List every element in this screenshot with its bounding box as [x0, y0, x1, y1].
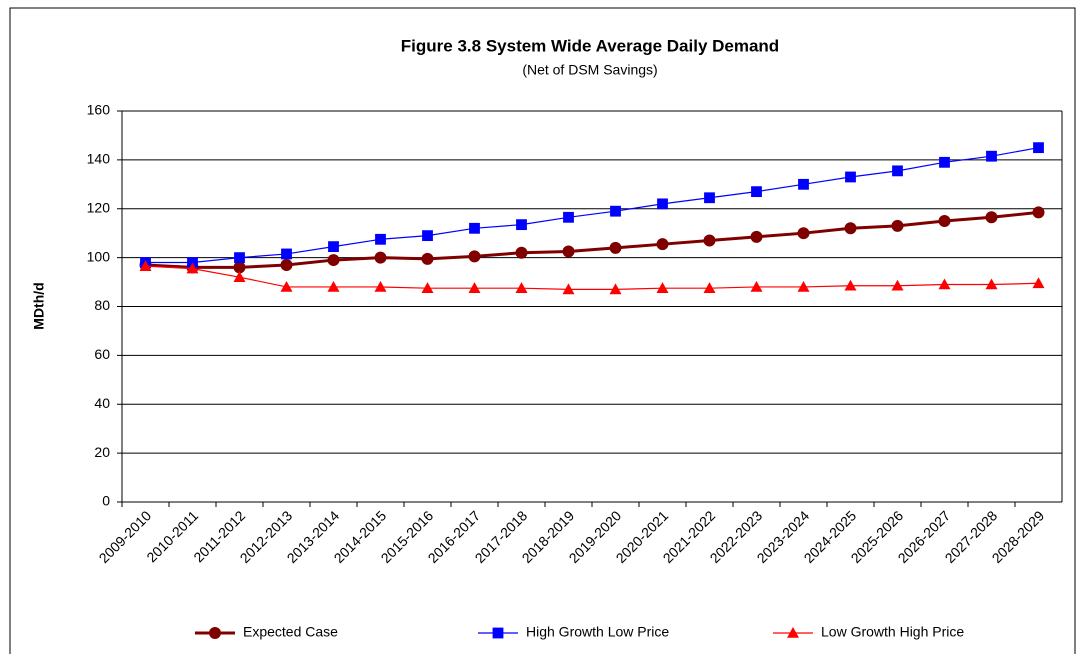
y-tick-label: 0: [102, 493, 110, 509]
data-point: [891, 219, 904, 232]
data-point: [703, 282, 716, 293]
data-point: [844, 279, 857, 291]
data-point: [374, 251, 387, 264]
data-point: [703, 234, 716, 247]
data-point: [186, 262, 199, 274]
data-point: [327, 280, 340, 292]
legend-label: Low Growth High Price: [821, 624, 964, 640]
data-point: [610, 205, 621, 217]
data-point: [845, 171, 856, 183]
data-point: [750, 230, 763, 243]
data-point: [1032, 206, 1045, 219]
data-point: [798, 178, 809, 190]
legend-marker: [492, 627, 504, 639]
data-point: [375, 233, 386, 245]
data-point: [797, 280, 810, 292]
data-point: [280, 280, 293, 292]
data-point: [515, 246, 528, 259]
data-point: [421, 282, 434, 293]
data-point: [939, 156, 950, 168]
data-point: [374, 280, 387, 292]
data-point: [328, 241, 339, 253]
data-point: [656, 282, 669, 293]
data-point: [468, 282, 481, 293]
y-tick-label: 80: [94, 297, 110, 313]
data-point: [234, 252, 245, 264]
data-point: [704, 192, 715, 204]
y-tick-label: 160: [87, 102, 111, 118]
data-point: [797, 227, 810, 240]
chart-title: Figure 3.8 System Wide Average Daily Dem…: [401, 36, 779, 55]
data-point: [1033, 142, 1044, 154]
chart-subtitle: (Net of DSM Savings): [522, 62, 657, 78]
data-point: [422, 230, 433, 242]
y-tick-label: 100: [87, 248, 111, 264]
data-point: [563, 211, 574, 223]
data-point: [609, 241, 622, 254]
data-point: [233, 261, 246, 274]
data-point: [516, 219, 527, 231]
data-point: [750, 280, 763, 292]
data-point: [1032, 277, 1045, 289]
y-tick-label: 120: [87, 199, 111, 215]
legend-marker: [209, 627, 221, 639]
data-point: [515, 282, 528, 293]
data-point: [986, 150, 997, 162]
series-line: [145, 210, 1039, 269]
data-point: [892, 165, 903, 177]
data-point: [281, 248, 292, 260]
data-point: [280, 258, 293, 271]
chart-border: [9, 7, 1076, 654]
data-point: [656, 238, 669, 251]
y-tick-label: 60: [94, 346, 110, 362]
data-point: [468, 250, 481, 263]
data-point: [751, 186, 762, 198]
legend-marker: [787, 627, 799, 638]
series-line: [145, 265, 1039, 290]
data-point: [233, 271, 246, 282]
y-tick-label: 20: [94, 444, 110, 460]
series-line: [145, 147, 1039, 264]
data-point: [985, 211, 998, 224]
data-point: [938, 278, 951, 290]
data-point: [139, 260, 152, 271]
data-point: [327, 254, 340, 267]
data-point: [938, 214, 951, 227]
data-point: [562, 245, 575, 258]
data-point: [469, 222, 480, 234]
legend-label: High Growth Low Price: [526, 624, 669, 640]
data-point: [187, 257, 198, 268]
data-point: [985, 278, 998, 290]
data-point: [844, 222, 857, 235]
y-axis-label: MDth/d: [31, 282, 47, 329]
data-point: [609, 283, 622, 295]
data-point: [891, 279, 904, 291]
data-point: [562, 283, 575, 295]
legend-label: Expected Case: [243, 624, 338, 640]
y-tick-label: 140: [87, 151, 111, 167]
data-point: [421, 252, 434, 265]
data-point: [657, 198, 668, 210]
y-tick-label: 40: [94, 395, 110, 411]
